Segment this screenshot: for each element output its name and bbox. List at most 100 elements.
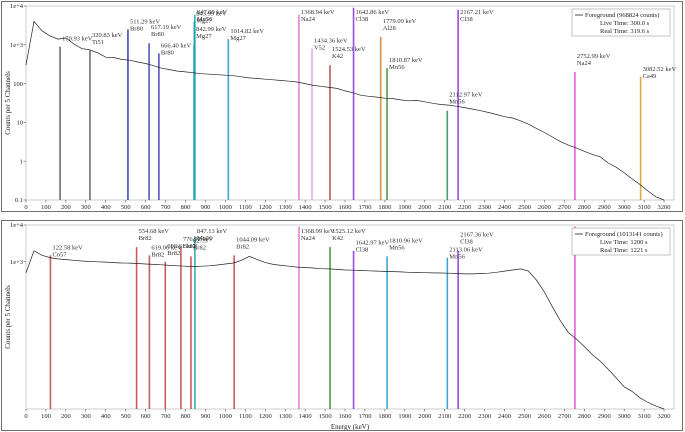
top-peak-label: 3082.52 keV	[643, 66, 677, 73]
top-peak-label: 842.99 keV	[196, 26, 227, 33]
bottom-x-tick-label: 800	[181, 413, 191, 420]
bottom-legend-entry: Live Time: 1200 s	[600, 239, 648, 246]
bottom-x-tick-label: 1800	[378, 413, 391, 420]
top-x-tick-label: 1000	[219, 204, 232, 211]
bottom-y-axis-title: Counts per 5 Channels	[4, 285, 12, 349]
bottom-peak-nuclide: Br82	[139, 235, 152, 242]
bottom-peak-lines	[49, 226, 576, 409]
top-legend-entry: Foreground (968824 counts)	[585, 12, 659, 19]
bottom-legend-entry: Real Time: 1221 s	[600, 247, 648, 254]
bottom-peak-label: 2113.06 keV	[449, 247, 483, 254]
top-peak-label: 1524.53 keV	[332, 46, 366, 53]
top-peak-label: 1810.87 keV	[389, 57, 423, 64]
top-x-tick-label: 1500	[319, 204, 332, 211]
top-legend-entry: Live Time: 300.0 s	[600, 20, 650, 27]
top-x-axis: 0 100 200 300 400 500 600 700 800 900 1000 1100 1200…	[24, 200, 671, 211]
bottom-x-tick-label: 600	[141, 413, 151, 420]
top-peak-nuclide: Na24	[577, 60, 592, 67]
top-legend-entry: Real Time: 319.6 s	[600, 28, 650, 35]
bottom-peak-nuclide: K42	[332, 235, 343, 242]
bottom-x-tick-label: 2600	[538, 413, 551, 420]
top-peak-label: 843.99 keV	[196, 10, 227, 17]
top-x-tick-label: 3100	[638, 204, 651, 211]
top-x-tick-label: 300	[81, 204, 91, 211]
bottom-legend: Foreground (1013141 counts)Live Time: 12…	[571, 227, 671, 256]
top-peak-nuclide: Al28	[383, 25, 396, 32]
top-peak-nuclide: Br80	[161, 49, 174, 56]
bottom-peak-label: 2167.36 keV	[460, 232, 494, 239]
bottom-x-tick-label: 2700	[558, 413, 571, 420]
top-x-tick-label: 0	[24, 204, 27, 211]
top-x-tick-label: 3000	[618, 204, 631, 211]
bottom-x-tick-label: 2400	[498, 413, 511, 420]
top-x-tick-label: 2200	[458, 204, 471, 211]
top-peak-nuclide: Mn56	[449, 99, 465, 106]
top-x-tick-label: 2300	[478, 204, 491, 211]
bottom-x-axis-title: Energy (keV)	[331, 423, 370, 430]
top-peak-nuclide: Mg27	[230, 35, 246, 42]
bottom-peak-label: 619.06 keV	[151, 244, 182, 251]
top-x-tick-label: 2700	[558, 204, 571, 211]
top-x-tick-label: 2100	[438, 204, 451, 211]
top-peak-nuclide: Mg27	[196, 33, 212, 40]
bottom-peak-label: 122.58 keV	[52, 244, 83, 251]
bottom-x-tick-label: 400	[101, 413, 111, 420]
top-x-tick-label: 800	[181, 204, 191, 211]
bottom-x-tick-label: 500	[121, 413, 131, 420]
bottom-x-tick-label: 3100	[638, 413, 651, 420]
top-x-tick-label: 500	[121, 204, 131, 211]
bottom-x-tick-label: 2200	[458, 413, 471, 420]
top-peak-label: 2752.99 keV	[577, 53, 611, 60]
top-x-tick-label: 1400	[299, 204, 312, 211]
top-legend-box	[571, 8, 671, 37]
top-peak-nuclide: K42	[332, 53, 343, 60]
bottom-x-tick-label: 3200	[658, 413, 671, 420]
bottom-x-tick-label: 1400	[299, 413, 312, 420]
bottom-x-tick-label: 1700	[358, 413, 371, 420]
bottom-peak-nuclide: Co57	[52, 251, 67, 258]
top-peak-nuclide: V52	[314, 45, 325, 52]
top-x-tick-label: 200	[61, 204, 71, 211]
top-peak-nuclide: Br80	[151, 31, 164, 38]
bottom-x-tick-label: 100	[41, 413, 51, 420]
bottom-x-tick-label: 0	[24, 413, 27, 420]
bottom-x-tick-label: 2500	[518, 413, 531, 420]
top-x-tick-label: 400	[101, 204, 111, 211]
top-x-tick-label: 2400	[498, 204, 511, 211]
bottom-peak-label: 827.3	[193, 237, 208, 244]
top-x-tick-label: 2800	[578, 204, 591, 211]
top-y-tick-label: 1	[20, 158, 23, 165]
top-peak-nuclide: Ti51	[92, 39, 104, 46]
top-x-tick-label: 100	[41, 204, 51, 211]
top-peak-label: 1779.09 keV	[383, 18, 417, 25]
top-x-tick-label: 1600	[339, 204, 352, 211]
bottom-peak-nuclide: Na24	[301, 235, 316, 242]
top-peak-label: 2112.97 keV	[449, 92, 483, 99]
bottom-x-tick-label: 700	[161, 413, 171, 420]
bottom-legend-box	[571, 227, 671, 256]
bottom-spectrum-line	[25, 250, 665, 410]
top-plot-frame	[25, 5, 675, 201]
bottom-peak-nuclide: Cl38	[356, 247, 369, 254]
top-peak-label: 170.93 keV	[62, 36, 93, 43]
bottom-plot-frame	[25, 224, 675, 410]
top-peak-nuclide: Ca49	[643, 73, 657, 80]
bottom-peak-label: 1368.99 keV	[301, 228, 335, 235]
top-x-tick-label: 1300	[279, 204, 292, 211]
bottom-x-tick-label: 1900	[398, 413, 411, 420]
top-peak-nuclide: Cl38	[460, 16, 473, 23]
bottom-peak-label: 1044.09 keV	[236, 236, 270, 243]
top-peak-label: 847.09 keV	[197, 9, 228, 16]
top-peak-label: 1642.86 keV	[356, 9, 390, 16]
bottom-peak-label: 776.92 keV	[183, 236, 214, 243]
top-x-tick-label: 1700	[358, 204, 371, 211]
bottom-x-tick-label: 300	[81, 413, 91, 420]
top-x-tick-label: 900	[201, 204, 211, 211]
bottom-x-tick-label: 900	[201, 413, 211, 420]
bottom-x-tick-label: 200	[61, 413, 71, 420]
bottom-peak-label: 1810.96 keV	[389, 237, 423, 244]
top-x-tick-label: 2900	[598, 204, 611, 211]
top-x-tick-label: 1900	[398, 204, 411, 211]
